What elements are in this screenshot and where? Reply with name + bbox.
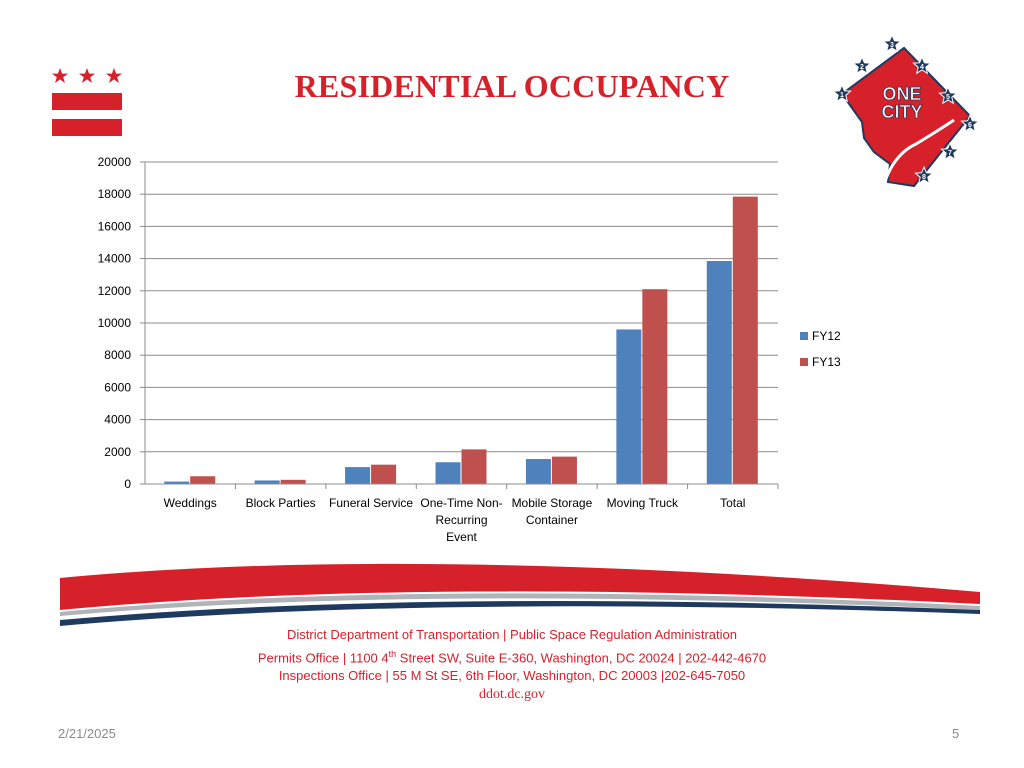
legend-label-fy12: FY12 bbox=[812, 329, 841, 343]
x-category-label: Moving Truck bbox=[607, 496, 679, 510]
bar-fy12-4 bbox=[525, 459, 551, 484]
chart-axes bbox=[144, 162, 779, 489]
bar-fy13-4 bbox=[551, 456, 577, 484]
logo-star-7 bbox=[940, 141, 960, 161]
bar-fy13-6 bbox=[732, 196, 758, 485]
logo-star-6 bbox=[960, 113, 980, 133]
page-number: 5 bbox=[952, 726, 960, 741]
swoosh-gray bbox=[60, 593, 980, 616]
footer-contact: District Department of Transportation | … bbox=[0, 626, 1024, 704]
legend-label-fy13: FY13 bbox=[812, 355, 841, 369]
legend-swatch-fy13 bbox=[800, 358, 808, 366]
flag-star-3 bbox=[106, 68, 122, 83]
y-tick-label: 6000 bbox=[104, 380, 131, 394]
bar-fy13-1 bbox=[280, 479, 306, 484]
x-category-label: Container bbox=[526, 513, 578, 527]
bar-fy12-3 bbox=[435, 462, 461, 484]
bar-fy13-3 bbox=[461, 449, 487, 484]
logo-line1: ONE bbox=[882, 84, 921, 104]
dc-flag-logo bbox=[52, 68, 122, 136]
y-axis-ticks: 0 2000 4000 6000 8000 10000 12000 14000 16000 180… bbox=[98, 155, 145, 491]
flag-bar-top bbox=[52, 93, 122, 110]
logo-star-number-4: 4 bbox=[920, 64, 924, 71]
swoosh-red bbox=[60, 563, 980, 610]
x-category-label: One-Time Non- bbox=[420, 496, 502, 510]
y-tick-label: 12000 bbox=[98, 284, 132, 298]
flag-star-2 bbox=[79, 68, 95, 83]
decorative-swoosh bbox=[60, 563, 980, 626]
logo-star-number-8: 8 bbox=[922, 174, 926, 181]
slide-date: 2/21/2025 bbox=[58, 726, 116, 741]
one-city-logo: ONE CITY 1 2 3 4 5 6 7 8 bbox=[832, 34, 980, 188]
logo-star-number-3: 3 bbox=[890, 42, 894, 49]
bar-fy13-0 bbox=[190, 476, 216, 484]
y-tick-label: 8000 bbox=[104, 348, 131, 362]
x-category-label: Block Parties bbox=[246, 496, 316, 510]
bar-fy12-1 bbox=[254, 480, 280, 484]
logo-star-number-6: 6 bbox=[968, 122, 972, 129]
logo-star-number-2: 2 bbox=[860, 64, 864, 71]
y-tick-label: 16000 bbox=[98, 219, 132, 233]
logo-star-5 bbox=[938, 85, 958, 105]
swoosh-navy bbox=[60, 601, 980, 626]
dc-map-shape bbox=[840, 46, 972, 188]
y-tick-label: 2000 bbox=[104, 445, 131, 459]
flag-stars bbox=[52, 68, 122, 83]
footer-website-link[interactable]: ddot.dc.gov bbox=[478, 686, 546, 702]
y-tick-label: 10000 bbox=[98, 316, 132, 330]
logo-star-number-7: 7 bbox=[948, 150, 952, 157]
flag-bar-bottom bbox=[52, 119, 122, 136]
footer-line-3: Inspections Office | 55 M St SE, 6th Flo… bbox=[278, 668, 746, 684]
logo-star-2 bbox=[852, 55, 872, 75]
footer-line-2: Permits Office | 1100 4th Street SW, Sui… bbox=[257, 648, 767, 665]
logo-star-number-1: 1 bbox=[840, 92, 844, 99]
logo-line2: CITY bbox=[881, 102, 922, 122]
logo-star-8 bbox=[914, 165, 934, 185]
logo-stars: 1 2 3 4 5 6 7 8 bbox=[832, 34, 980, 185]
legend-swatch-fy12 bbox=[800, 332, 808, 340]
x-category-label: Mobile Storage bbox=[512, 496, 593, 510]
river-shape bbox=[882, 118, 955, 185]
bar-fy12-0 bbox=[164, 481, 190, 484]
y-tick-label: 18000 bbox=[98, 187, 132, 201]
logo-star-number-5: 5 bbox=[946, 94, 950, 101]
footer-line-1: District Department of Transportation | … bbox=[287, 627, 737, 642]
y-tick-label: 4000 bbox=[104, 413, 131, 427]
bar-fy13-5 bbox=[642, 289, 668, 484]
logo-star-4 bbox=[912, 55, 932, 75]
bar-fy12-2 bbox=[345, 467, 371, 484]
bar-fy13-2 bbox=[371, 464, 397, 484]
x-category-label: Weddings bbox=[164, 496, 217, 510]
x-axis-categories: Weddings Block Parties Funeral Service One-… bbox=[164, 496, 746, 544]
chart-legend: FY12 FY13 bbox=[800, 329, 841, 369]
y-tick-label: 20000 bbox=[98, 155, 132, 169]
x-category-label: Recurring bbox=[435, 513, 487, 527]
logo-star-1 bbox=[832, 83, 852, 103]
y-tick-label: 0 bbox=[124, 477, 131, 491]
bar-chart: 0 2000 4000 6000 8000 10000 12000 14000 16000 180… bbox=[98, 155, 841, 544]
y-tick-label: 14000 bbox=[98, 252, 132, 266]
chart-bars bbox=[164, 196, 758, 485]
page-title: RESIDENTIAL OCCUPANCY bbox=[294, 68, 730, 104]
bar-fy12-5 bbox=[616, 329, 642, 484]
logo-star-3 bbox=[882, 34, 902, 53]
bar-fy12-6 bbox=[706, 261, 732, 484]
flag-star-1 bbox=[52, 68, 68, 83]
chart-gridlines bbox=[145, 161, 778, 485]
x-category-label: Funeral Service bbox=[329, 496, 413, 510]
x-category-label: Event bbox=[446, 530, 477, 544]
x-category-label: Total bbox=[720, 496, 745, 510]
